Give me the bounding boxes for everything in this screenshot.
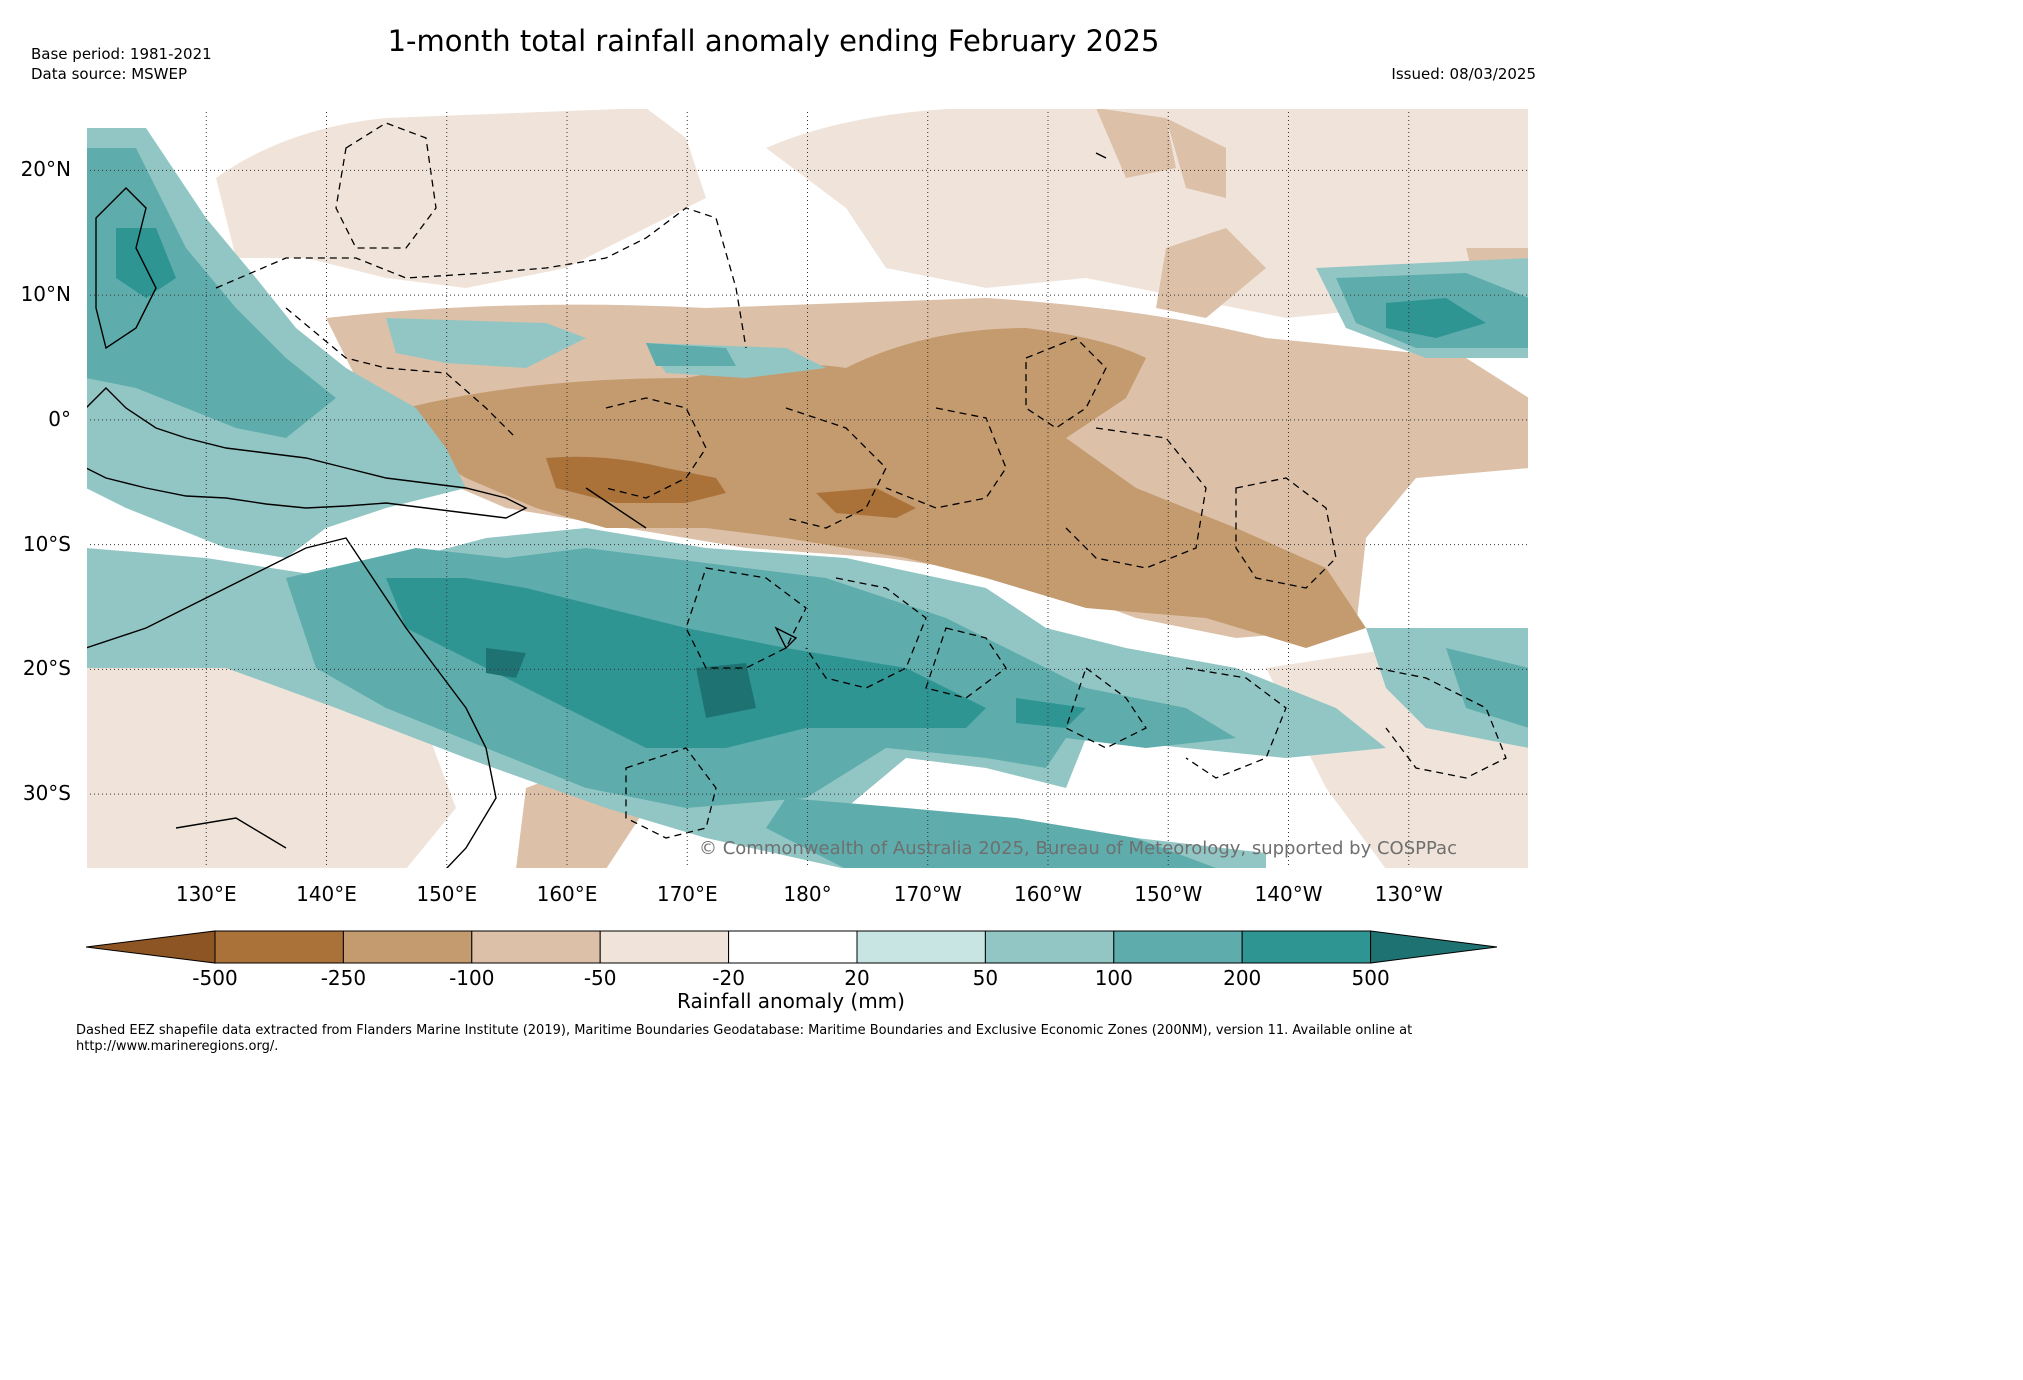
lon-tick-label: 140°E [296, 882, 357, 906]
gridlines [86, 108, 1529, 869]
map-canvas [86, 108, 1529, 869]
lon-tick-label: 130°E [175, 882, 237, 906]
anomaly-dry-light-north [86, 108, 1529, 869]
meta-info: Base period: 1981-2021 Data source: MSWE… [31, 44, 212, 84]
lon-tick-label: 170°E [656, 882, 718, 906]
lat-tick-label: 0° [48, 406, 71, 431]
lon-tick-label: 160°E [536, 882, 598, 906]
colorbar-tick-label: 20 [844, 966, 870, 990]
eez-boundaries [215, 122, 1507, 839]
colorbar-tick-label: -250 [320, 966, 367, 990]
colorbar-segment [1113, 930, 1243, 964]
map-frame [86, 108, 1529, 869]
coastlines [86, 152, 1107, 869]
colorbar-title: Rainfall anomaly (mm) [677, 989, 905, 1013]
lon-tick-label: 170°W [893, 882, 962, 906]
footnote: Dashed EEZ shapefile data extracted from… [76, 1023, 1413, 1054]
lon-tick-label: 150°W [1134, 882, 1203, 906]
data-source: Data source: MSWEP [31, 65, 188, 83]
colorbar-tick-label: 100 [1094, 966, 1133, 990]
colorbar-segment [1241, 930, 1372, 964]
lat-tick-label: 30°S [22, 781, 71, 806]
lon-tick-label: 140°W [1254, 882, 1323, 906]
colorbar-tick-label: 50 [972, 966, 999, 990]
base-period: Base period: 1981-2021 [31, 45, 212, 63]
colorbar-tick-label: -500 [192, 966, 238, 990]
anomaly-wet-west-strong [116, 228, 1486, 338]
colorbar-tick-label: -50 [583, 966, 617, 990]
colorbar-extend-high [1370, 930, 1498, 964]
anomaly-wet-spcz-extreme [486, 648, 756, 718]
lon-tick-label: 150°E [416, 882, 478, 906]
copyright-notice: © Commonwealth of Australia 2025, Bureau… [699, 838, 1457, 859]
lon-tick-label: 160°W [1014, 882, 1082, 906]
colorbar-tick-label: -20 [712, 966, 745, 990]
lat-tick-label: 10°N [20, 282, 71, 307]
lon-tick-label: 130°W [1374, 882, 1443, 906]
colorbar-tick-label: 200 [1223, 966, 1262, 990]
colorbar [85, 928, 1498, 966]
lat-tick-label: 20°S [22, 656, 71, 681]
rainfall-map [86, 108, 1529, 869]
lon-tick-label: 180° [783, 882, 832, 906]
colorbar-segment [342, 930, 473, 964]
colorbar-segment [984, 930, 1115, 964]
colorbar-svg [85, 930, 1498, 964]
chart-title: 1-month total rainfall anomaly ending Fe… [387, 24, 1160, 58]
lat-tick-label: 10°S [22, 531, 71, 556]
colorbar-tick-label: -100 [449, 966, 495, 990]
colorbar-tick-label: 500 [1351, 966, 1390, 990]
lat-tick-label: 20°N [20, 157, 71, 182]
colorbar-extend-low [85, 930, 216, 964]
colorbar-segment [599, 930, 730, 964]
colorbar-segment [214, 930, 344, 964]
colorbar-segment [728, 930, 858, 964]
colorbar-segment [471, 930, 601, 964]
issued-date: Issued: 08/03/2025 [1391, 65, 1536, 83]
colorbar-segment [856, 930, 986, 964]
